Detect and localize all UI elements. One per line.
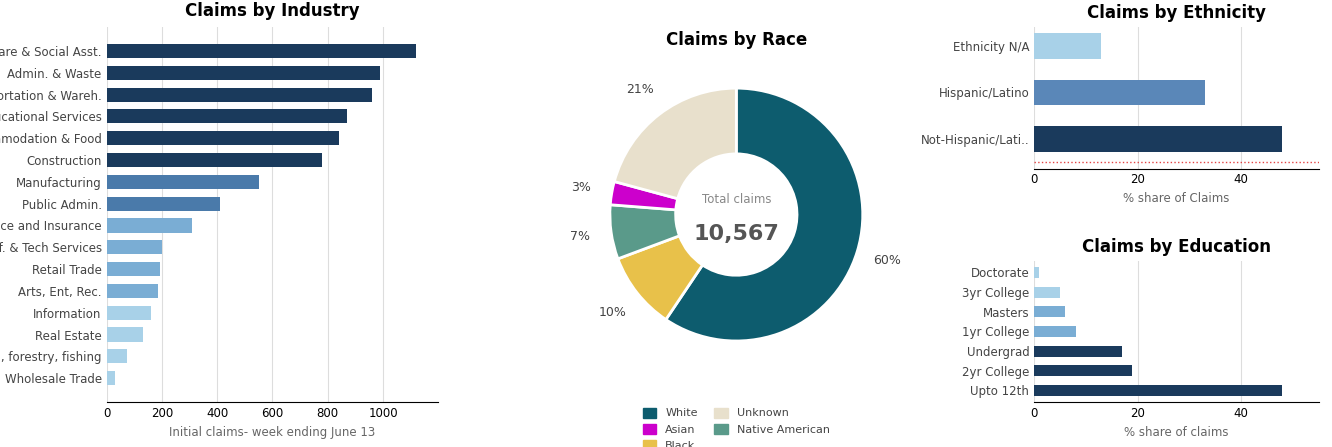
- Bar: [1034, 346, 1122, 357]
- Bar: [107, 131, 338, 145]
- Bar: [1034, 365, 1132, 376]
- Bar: [107, 328, 143, 342]
- Title: Claims by Industry: Claims by Industry: [185, 2, 360, 20]
- Bar: [107, 349, 128, 363]
- Text: 10%: 10%: [598, 306, 626, 319]
- Text: 3%: 3%: [570, 181, 590, 194]
- Text: 7%: 7%: [570, 230, 590, 243]
- Bar: [107, 66, 381, 80]
- Title: Claims by Education: Claims by Education: [1082, 238, 1271, 256]
- X-axis label: % share of claims: % share of claims: [1124, 426, 1228, 439]
- Bar: [107, 44, 417, 58]
- Wedge shape: [618, 236, 702, 320]
- Bar: [107, 306, 151, 320]
- Wedge shape: [666, 88, 863, 341]
- Wedge shape: [614, 88, 737, 199]
- X-axis label: Initial claims- week ending June 13: Initial claims- week ending June 13: [169, 426, 376, 439]
- Bar: [107, 197, 220, 211]
- Text: 10,567: 10,567: [694, 224, 779, 244]
- Bar: [107, 88, 372, 101]
- Bar: [107, 284, 157, 298]
- Bar: [107, 371, 115, 385]
- Bar: [1034, 33, 1102, 59]
- Bar: [1034, 385, 1283, 396]
- Bar: [107, 110, 348, 123]
- Title: Claims by Ethnicity: Claims by Ethnicity: [1087, 4, 1265, 22]
- Bar: [107, 219, 192, 232]
- Text: Total claims: Total claims: [702, 193, 771, 206]
- Wedge shape: [610, 205, 679, 259]
- Bar: [1034, 287, 1060, 298]
- Bar: [1034, 267, 1039, 278]
- Wedge shape: [610, 181, 678, 210]
- Bar: [1034, 326, 1076, 337]
- Bar: [107, 262, 160, 276]
- Bar: [107, 175, 258, 189]
- Text: 21%: 21%: [626, 83, 654, 96]
- X-axis label: % share of Claims: % share of Claims: [1123, 192, 1229, 205]
- Text: 60%: 60%: [874, 254, 902, 267]
- Bar: [1034, 126, 1283, 152]
- Title: Claims by Race: Claims by Race: [666, 31, 807, 50]
- Bar: [107, 153, 322, 167]
- Bar: [1034, 306, 1066, 317]
- Bar: [1034, 80, 1205, 105]
- Legend: White, Asian, Black, Unknown, Native American: White, Asian, Black, Unknown, Native Ame…: [638, 403, 834, 447]
- Bar: [107, 240, 163, 254]
